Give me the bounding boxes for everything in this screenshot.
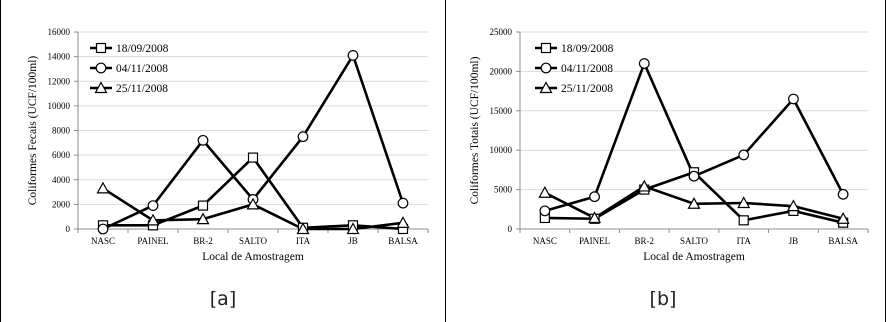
a-triangle-marker <box>96 181 110 194</box>
a-circle-marker <box>147 200 159 212</box>
a-y-tick-label: 14000 <box>48 52 71 62</box>
a-legend-label: 04/11/2008 <box>116 63 168 75</box>
b-x-tick-label: SALTO <box>680 236 709 246</box>
chart-b: 0 5000 10000 15000 20000 25000 NASC PAINEL BR-2 S… <box>469 27 869 263</box>
a-triangle-marker <box>296 222 310 235</box>
b-circle-marker <box>638 58 650 69</box>
a-x-tick-label: JB <box>348 236 358 246</box>
b-y-tick-label: 20000 <box>490 66 513 76</box>
chart-a: 0 2000 4000 6000 8000 10000 12000 14000 16000 NAS… <box>27 27 429 263</box>
b-y-tick-label: 25000 <box>490 27 513 37</box>
a-x-axis-title: Local de Amostragem <box>202 251 304 263</box>
b-x-tick-label: BALSA <box>828 236 858 246</box>
b-circle-marker <box>539 205 551 217</box>
b-x-tick-label: ITA <box>737 236 752 246</box>
a-legend-triangle-marker <box>94 81 108 94</box>
b-legend-square-marker <box>540 42 552 54</box>
a-y-tick-label: 6000 <box>52 150 71 160</box>
b-y-tick-label: 0 <box>508 224 513 234</box>
b-triangle-marker <box>588 211 602 224</box>
a-legend-circle-marker <box>95 62 107 74</box>
a-x-tick-label: SALTO <box>239 236 268 246</box>
a-legend-square-marker <box>95 42 107 54</box>
a-square-marker <box>247 152 259 163</box>
b-circle-marker <box>688 170 700 182</box>
caption-b: [b] <box>650 288 677 310</box>
a-circle-marker <box>397 197 409 209</box>
b-circle-marker <box>738 149 750 161</box>
b-x-tick-label: JB <box>789 236 799 246</box>
a-triangle-marker <box>246 197 260 210</box>
b-y-tick-label: 10000 <box>490 145 513 155</box>
a-x-tick-label: BALSA <box>388 236 418 246</box>
a-square-marker <box>197 200 209 211</box>
b-triangle-marker <box>538 186 552 198</box>
a-y-tick-label: 16000 <box>48 27 71 37</box>
a-x-tick-label: NASC <box>91 236 115 246</box>
a-y-tick-label: 0 <box>66 224 71 234</box>
b-x-tick-label: NASC <box>533 236 557 246</box>
a-legend-label: 18/09/2008 <box>116 43 169 55</box>
b-legend-label: 18/09/2008 <box>561 43 614 55</box>
a-circle-marker <box>347 49 359 61</box>
b-legend-circle-marker <box>540 62 552 74</box>
b-x-tick-label: PAINEL <box>579 236 610 246</box>
a-y-tick-label: 2000 <box>52 199 71 209</box>
a-y-tick-label: 4000 <box>52 175 71 185</box>
b-triangle-marker <box>687 197 701 209</box>
b-triangle-marker <box>836 212 850 224</box>
a-triangle-marker <box>146 213 160 226</box>
b-triangle-marker <box>737 196 751 209</box>
a-y-tick-label: 8000 <box>52 126 71 136</box>
b-x-tick-label: BR-2 <box>635 236 655 246</box>
a-x-tick-label: PAINEL <box>137 236 168 246</box>
b-triangle-marker <box>786 199 800 212</box>
b-triangle-marker <box>637 179 651 192</box>
a-circle-marker <box>297 131 309 143</box>
b-circle-marker <box>837 188 849 200</box>
a-triangle-marker <box>196 212 210 225</box>
a-legend-label: 25/11/2008 <box>116 83 168 95</box>
b-legend-label: 04/11/2008 <box>561 63 613 75</box>
b-legend-label: 25/11/2008 <box>561 83 613 95</box>
a-triangle-marker <box>346 222 360 235</box>
a-x-tick-label: BR-2 <box>193 236 213 246</box>
b-legend-triangle-marker <box>539 81 553 94</box>
b-circle-marker <box>589 191 600 203</box>
a-y-tick-label: 10000 <box>48 101 71 111</box>
a-y-axis-title: Coliformes Fecais (UCF/100ml) <box>27 56 39 206</box>
b-square-marker <box>738 215 749 226</box>
b-y-axis-title: Coliformes Totais (UCF/100ml) <box>469 56 481 204</box>
b-x-axis-title: Local de Amostragem <box>643 251 745 263</box>
a-triangle-marker <box>396 216 410 228</box>
caption-a: [a] <box>210 288 236 310</box>
a-x-tick-label: ITA <box>296 236 311 246</box>
a-circle-marker <box>197 134 209 146</box>
b-circle-marker <box>788 93 799 105</box>
b-y-tick-label: 15000 <box>490 106 513 116</box>
a-circle-marker <box>97 223 109 235</box>
a-y-tick-label: 12000 <box>48 76 71 86</box>
b-y-tick-label: 5000 <box>494 185 513 195</box>
